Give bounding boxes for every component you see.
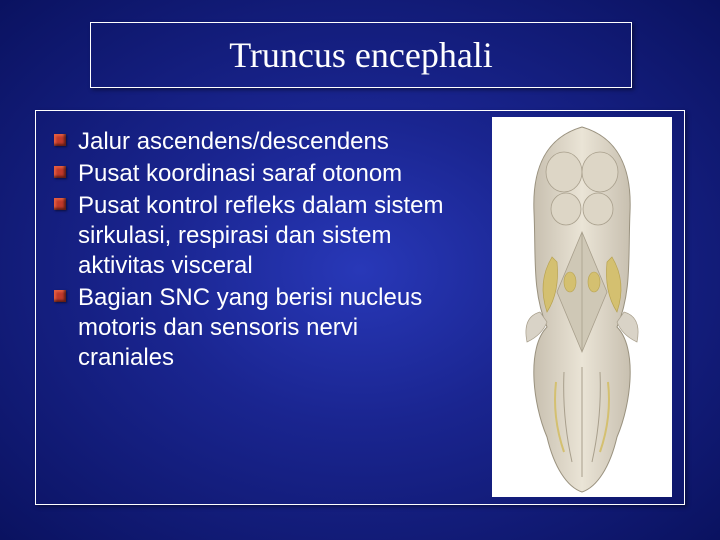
bullet-list: Jalur ascendens/descendens Pusat koordin… bbox=[54, 127, 459, 373]
list-item: Pusat kontrol refleks dalam sistem sirku… bbox=[54, 191, 459, 281]
list-item: Pusat koordinasi saraf otonom bbox=[54, 159, 459, 189]
brainstem-illustration bbox=[492, 117, 672, 497]
content-box: Jalur ascendens/descendens Pusat koordin… bbox=[35, 110, 685, 505]
bullet-text: Bagian SNC yang berisi nucleus motoris d… bbox=[78, 284, 422, 371]
list-item: Bagian SNC yang berisi nucleus motoris d… bbox=[54, 283, 459, 373]
slide-title: Truncus encephali bbox=[229, 34, 493, 76]
title-box: Truncus encephali bbox=[90, 22, 632, 88]
bullet-text: Pusat koordinasi saraf otonom bbox=[78, 160, 402, 187]
bullet-text: Jalur ascendens/descendens bbox=[78, 128, 389, 155]
list-item: Jalur ascendens/descendens bbox=[54, 127, 459, 157]
bullet-text: Pusat kontrol refleks dalam sistem sirku… bbox=[78, 192, 443, 279]
brainstem-icon bbox=[492, 117, 672, 497]
slide: Truncus encephali Jalur ascendens/descen… bbox=[0, 0, 720, 540]
